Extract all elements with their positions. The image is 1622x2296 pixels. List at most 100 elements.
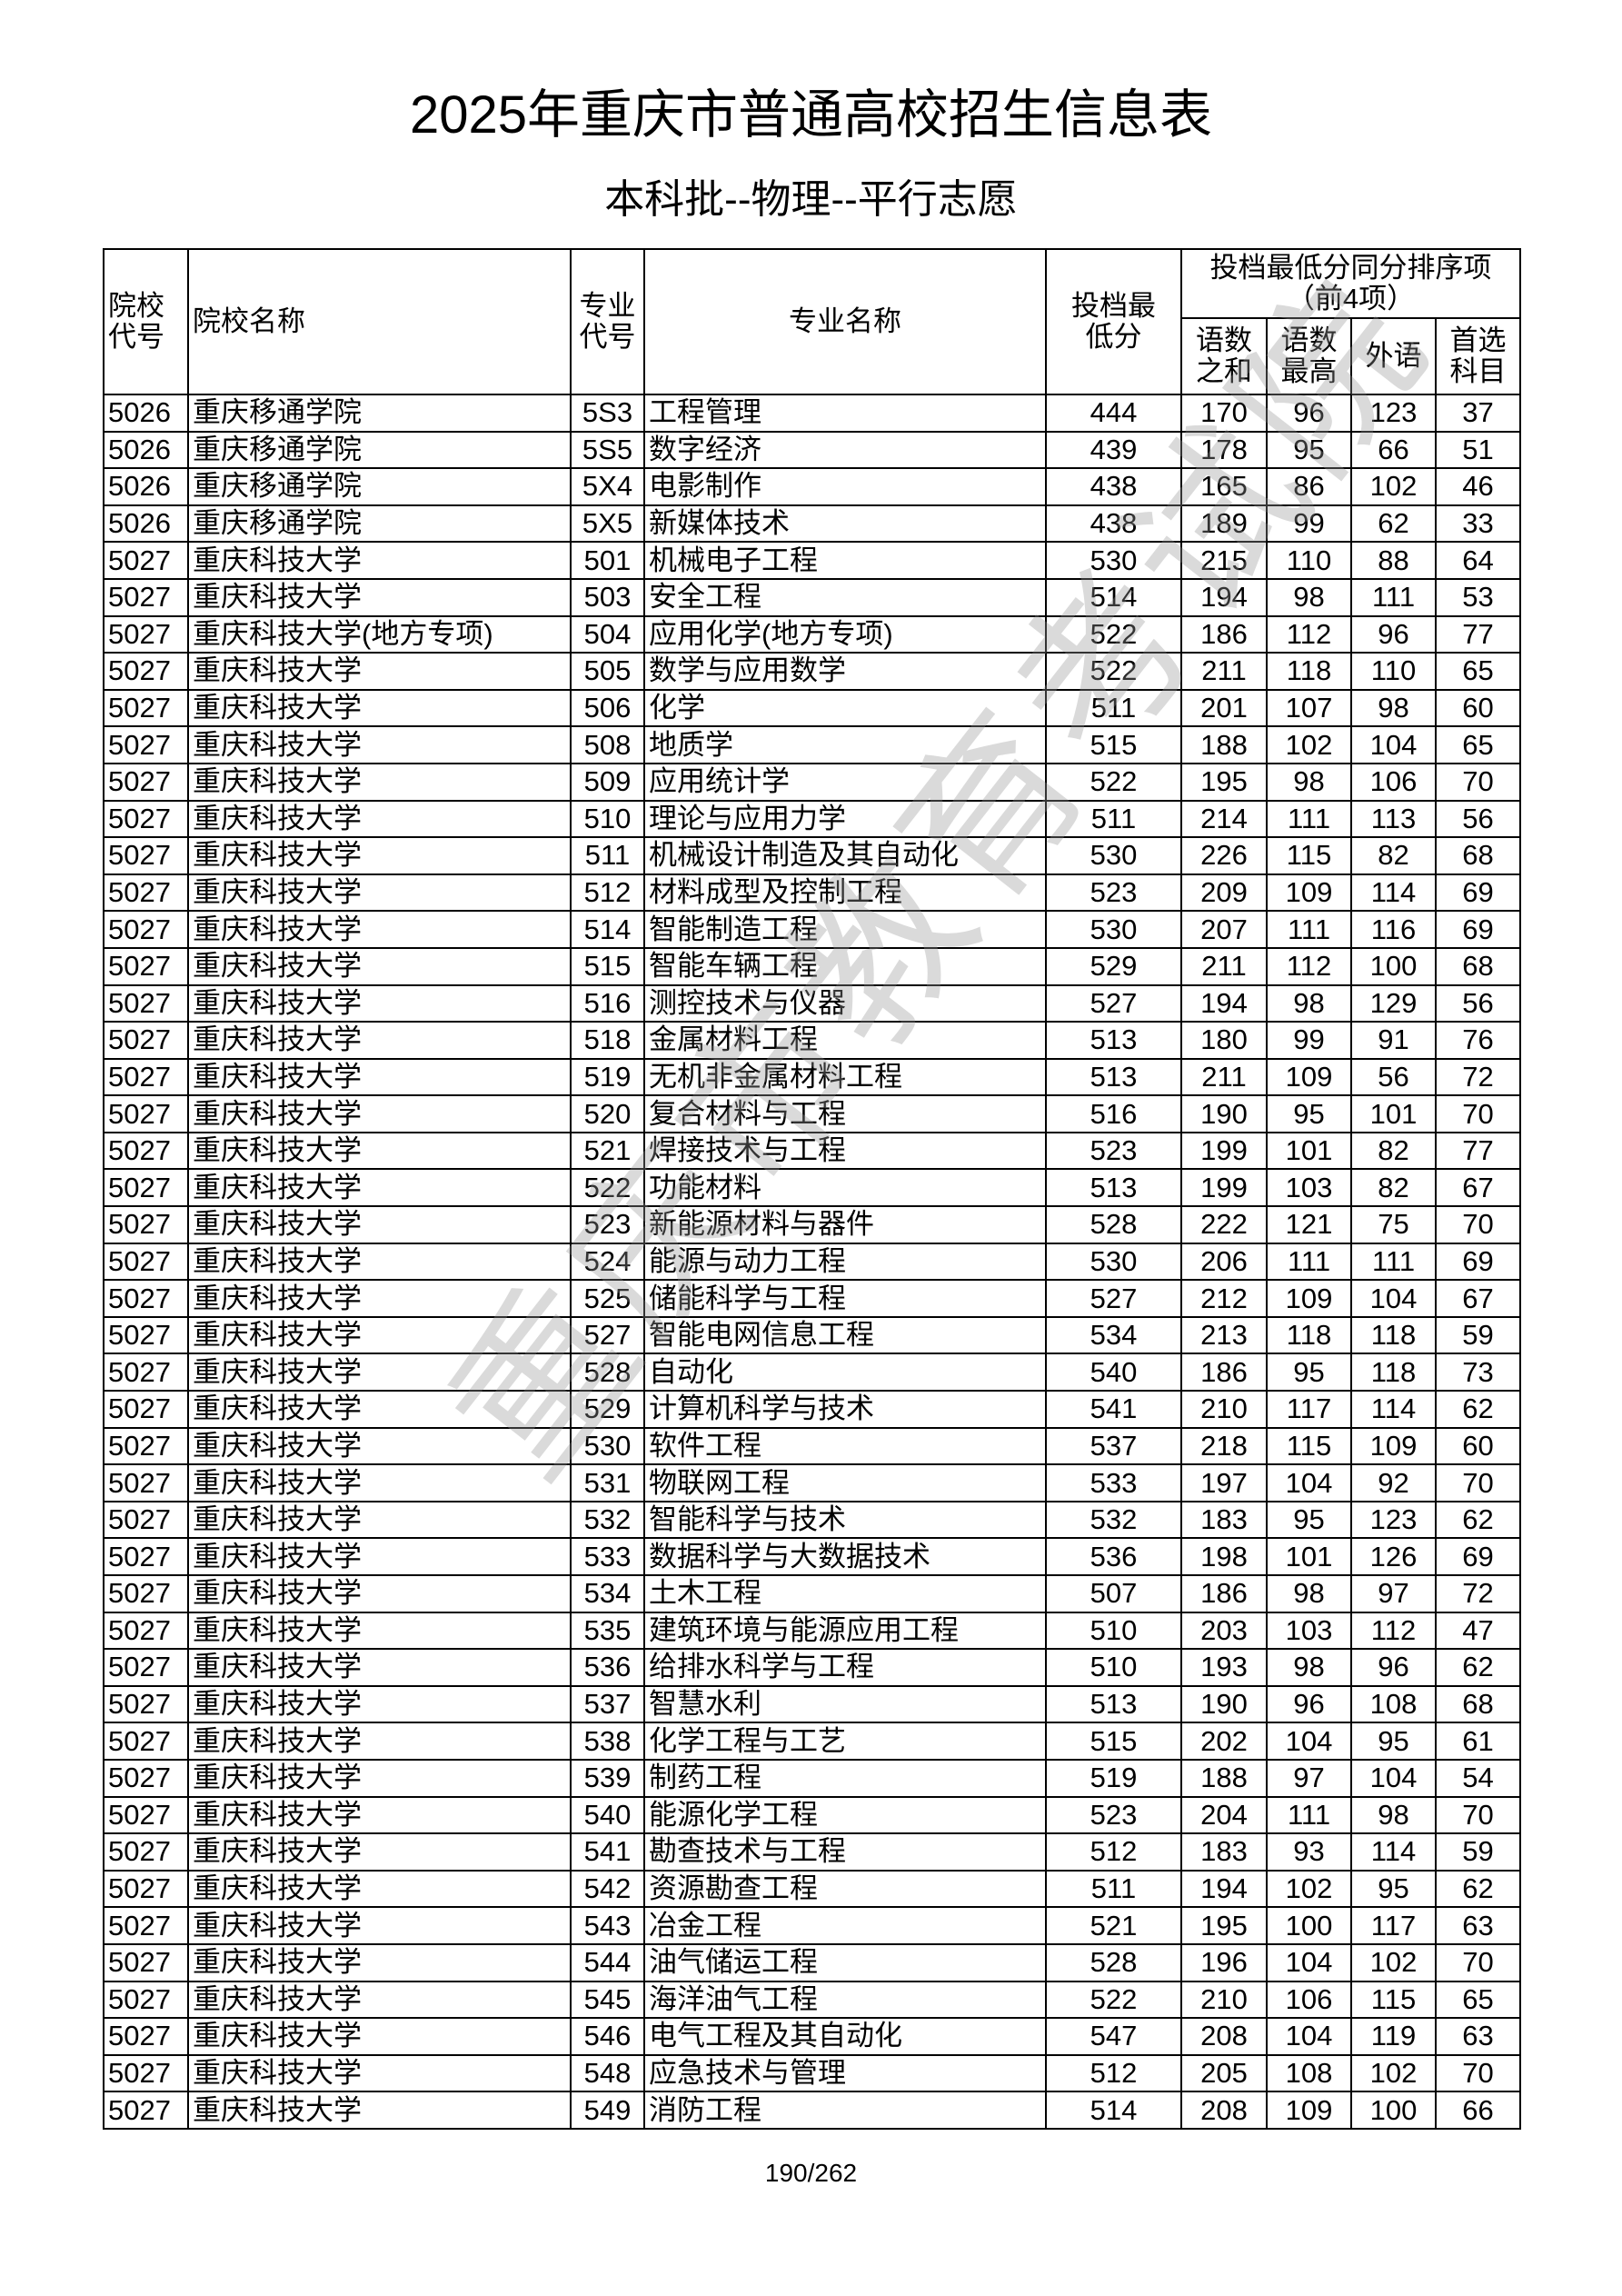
cell-tiebreak-3: 97 [1350, 1574, 1437, 1613]
table-row: 5027 重庆科技大学 534 土木工程 507 186 98 97 72 [103, 1574, 1521, 1613]
table-body: 5026 重庆移通学院 5S3 工程管理 444 170 96 123 37 5026 重庆移通学院… [103, 394, 1521, 2130]
cell-school-code: 5027 [103, 873, 189, 913]
cell-school-name: 重庆移通学院 [187, 504, 572, 544]
cell-min-score: 527 [1045, 1279, 1182, 1318]
cell-major-code: 5X4 [570, 467, 645, 506]
cell-major-code: 534 [570, 1574, 645, 1613]
cell-school-name: 重庆科技大学 [187, 1205, 572, 1244]
cell-major-name: 安全工程 [643, 577, 1047, 617]
cell-school-name: 重庆科技大学 [187, 1426, 572, 1466]
cell-tiebreak-3: 114 [1350, 1832, 1437, 1872]
cell-tiebreak-2: 102 [1266, 725, 1352, 764]
cell-major-code: 527 [570, 1315, 645, 1355]
cell-school-code: 5027 [103, 1168, 189, 1208]
cell-tiebreak-4: 33 [1435, 504, 1521, 544]
cell-min-score: 530 [1045, 910, 1182, 949]
cell-tiebreak-4: 65 [1435, 652, 1521, 691]
table-row: 5027 重庆科技大学 525 储能科学与工程 527 212 109 104 67 [103, 1279, 1521, 1318]
cell-school-name: 重庆科技大学 [187, 577, 572, 617]
cell-major-name: 智能车辆工程 [643, 946, 1047, 986]
header-school-code: 院校代号 [103, 248, 189, 395]
cell-school-name: 重庆科技大学 [187, 946, 572, 986]
cell-tiebreak-2: 103 [1266, 1168, 1352, 1208]
cell-major-code: 524 [570, 1242, 645, 1282]
cell-min-score: 439 [1045, 430, 1182, 470]
cell-tiebreak-4: 68 [1435, 1684, 1521, 1724]
cell-school-name: 重庆科技大学 [187, 688, 572, 728]
cell-min-score: 532 [1045, 1500, 1182, 1540]
cell-tiebreak-2: 112 [1266, 614, 1352, 654]
cell-tiebreak-1: 218 [1180, 1426, 1268, 1466]
table-row: 5027 重庆科技大学 518 金属材料工程 513 180 99 91 76 [103, 1021, 1521, 1060]
cell-school-name: 重庆科技大学 [187, 910, 572, 949]
cell-school-code: 5027 [103, 1537, 189, 1576]
table-row: 5027 重庆科技大学 505 数学与应用数学 522 211 118 110 65 [103, 652, 1521, 691]
cell-major-code: 519 [570, 1057, 645, 1097]
cell-tiebreak-1: 202 [1180, 1722, 1268, 1761]
cell-major-name: 数据科学与大数据技术 [643, 1537, 1047, 1576]
cell-major-code: 538 [570, 1722, 645, 1761]
cell-school-name: 重庆科技大学(地方专项) [187, 614, 572, 654]
cell-school-code: 5027 [103, 1832, 189, 1872]
cell-major-code: 542 [570, 1869, 645, 1909]
cell-tiebreak-4: 67 [1435, 1279, 1521, 1318]
cell-tiebreak-1: 178 [1180, 430, 1268, 470]
table-row: 5027 重庆科技大学 506 化学 511 201 107 98 60 [103, 688, 1521, 728]
cell-tiebreak-2: 112 [1266, 946, 1352, 986]
cell-school-code: 5027 [103, 1684, 189, 1724]
cell-min-score: 516 [1045, 1094, 1182, 1133]
cell-major-name: 海洋油气工程 [643, 1980, 1047, 2020]
cell-school-code: 5027 [103, 1390, 189, 1429]
cell-tiebreak-1: 170 [1180, 394, 1268, 433]
table-row: 5027 重庆科技大学 532 智能科学与技术 532 183 95 123 62 [103, 1500, 1521, 1540]
cell-major-name: 物联网工程 [643, 1463, 1047, 1502]
cell-major-name: 数学与应用数学 [643, 652, 1047, 691]
cell-school-name: 重庆科技大学 [187, 1906, 572, 1945]
cell-tiebreak-2: 104 [1266, 2017, 1352, 2056]
cell-school-code: 5027 [103, 983, 189, 1023]
cell-major-name: 应用化学(地方专项) [643, 614, 1047, 654]
table-row: 5027 重庆科技大学 515 智能车辆工程 529 211 112 100 68 [103, 946, 1521, 986]
cell-major-code: 543 [570, 1906, 645, 1945]
cell-tiebreak-2: 95 [1266, 1500, 1352, 1540]
cell-school-name: 重庆科技大学 [187, 2053, 572, 2093]
table-row: 5027 重庆科技大学 545 海洋油气工程 522 210 106 115 65 [103, 1980, 1521, 2020]
cell-tiebreak-3: 96 [1350, 614, 1437, 654]
cell-tiebreak-3: 114 [1350, 1390, 1437, 1429]
table-row: 5027 重庆科技大学 509 应用统计学 522 195 98 106 70 [103, 762, 1521, 802]
cell-major-code: 544 [570, 1942, 645, 1982]
cell-major-code: 5S5 [570, 430, 645, 470]
table-row: 5027 重庆科技大学 501 机械电子工程 530 215 110 88 64 [103, 541, 1521, 580]
cell-tiebreak-3: 100 [1350, 2091, 1437, 2130]
cell-major-name: 建筑环境与能源应用工程 [643, 1611, 1047, 1651]
cell-major-name: 电影制作 [643, 467, 1047, 506]
cell-tiebreak-4: 59 [1435, 1315, 1521, 1355]
table-row: 5027 重庆科技大学 544 油气储运工程 528 196 104 102 70 [103, 1942, 1521, 1982]
cell-tiebreak-2: 104 [1266, 1722, 1352, 1761]
table-row: 5027 重庆科技大学 510 理论与应用力学 511 214 111 113 56 [103, 799, 1521, 839]
cell-major-name: 智能科学与技术 [643, 1500, 1047, 1540]
cell-school-code: 5027 [103, 1057, 189, 1097]
cell-tiebreak-4: 70 [1435, 1463, 1521, 1502]
page-number: 190/262 [764, 2159, 858, 2187]
cell-tiebreak-4: 56 [1435, 799, 1521, 839]
cell-tiebreak-2: 104 [1266, 1463, 1352, 1502]
cell-min-score: 515 [1045, 725, 1182, 764]
table-row: 5027 重庆科技大学 520 复合材料与工程 516 190 95 101 70 [103, 1094, 1521, 1133]
cell-tiebreak-1: 214 [1180, 799, 1268, 839]
header-major-code: 专业代号 [570, 248, 645, 395]
cell-min-score: 519 [1045, 1758, 1182, 1798]
cell-tiebreak-3: 113 [1350, 799, 1437, 839]
cell-tiebreak-1: 213 [1180, 1315, 1268, 1355]
cell-school-code: 5026 [103, 504, 189, 544]
cell-tiebreak-1: 189 [1180, 504, 1268, 544]
cell-major-code: 5X5 [570, 504, 645, 544]
cell-school-code: 5027 [103, 1648, 189, 1687]
cell-tiebreak-4: 70 [1435, 1942, 1521, 1982]
cell-tiebreak-1: 209 [1180, 873, 1268, 913]
cell-major-name: 油气储运工程 [643, 1942, 1047, 1982]
cell-major-name: 化学 [643, 688, 1047, 728]
cell-tiebreak-2: 121 [1266, 1205, 1352, 1244]
table-row: 5027 重庆科技大学 541 勘查技术与工程 512 183 93 114 59 [103, 1832, 1521, 1872]
cell-tiebreak-4: 65 [1435, 1980, 1521, 2020]
